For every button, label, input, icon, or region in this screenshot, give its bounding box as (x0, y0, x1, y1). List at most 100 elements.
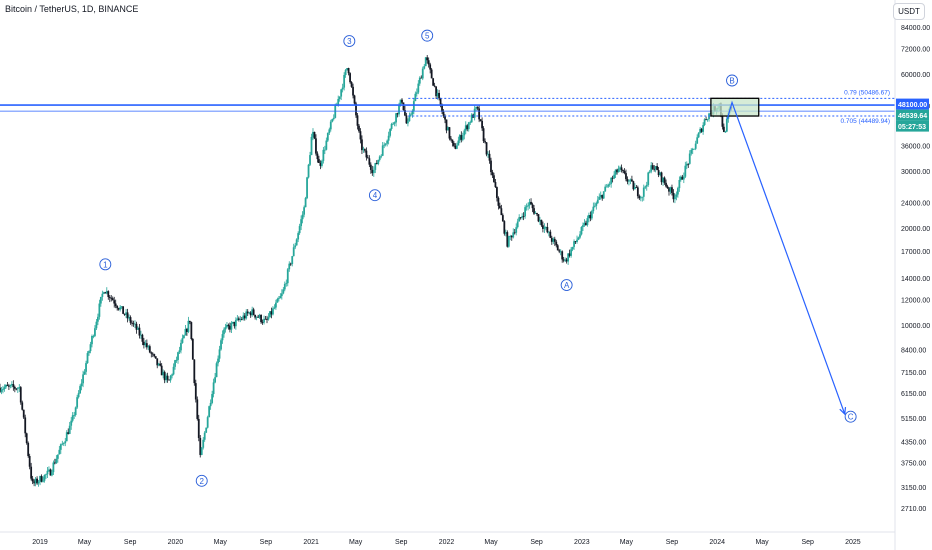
candle-body (255, 316, 258, 318)
candle-body (2, 389, 4, 391)
candle-body (131, 322, 133, 324)
fib-label-lower: 0.705 (44489.94) (840, 118, 890, 125)
candle-body (150, 352, 153, 354)
candle-body (49, 469, 52, 476)
candle-body (659, 172, 661, 176)
candle-body (380, 155, 383, 157)
candle-body (377, 159, 380, 165)
projection-path (726, 100, 846, 415)
candle-body (258, 314, 261, 318)
candle-body (172, 366, 175, 375)
candle-body (34, 478, 37, 484)
candle-body (51, 472, 53, 476)
candle-body (283, 283, 286, 290)
candle-body (469, 122, 472, 124)
candle-body (233, 321, 236, 327)
candle-body (562, 259, 565, 261)
candle-body (503, 221, 506, 234)
candle-body (206, 417, 209, 428)
candle-body (97, 316, 99, 322)
candle-body (323, 149, 326, 151)
candle-body (401, 99, 403, 103)
time-tick-label: 2024 (709, 539, 725, 546)
candle-body (651, 165, 654, 169)
candle-body (297, 233, 300, 240)
candle-body (694, 143, 697, 149)
candle-body (58, 449, 61, 455)
candle-body (88, 351, 90, 354)
candle-body (114, 303, 117, 307)
candle-body (137, 327, 139, 330)
candle-body (111, 298, 114, 301)
candle-body (375, 163, 378, 165)
candle-body (421, 68, 424, 79)
candle-body (144, 343, 147, 346)
candle-body (616, 169, 618, 173)
candle-body (160, 365, 163, 376)
candle-body (180, 342, 182, 351)
candle-body (679, 176, 682, 180)
candle-body (205, 427, 208, 433)
candle-body (362, 149, 365, 151)
candle-body (626, 179, 629, 182)
candle-body (450, 138, 452, 140)
time-tick-label: Sep (395, 539, 408, 546)
candle-body (540, 219, 543, 226)
candle-body (129, 317, 132, 323)
candle-body (418, 77, 421, 84)
candle-body (221, 334, 224, 341)
candle-body (267, 317, 270, 320)
candle-body (312, 131, 314, 137)
fib-label-upper: 0.79 (50486.67) (844, 89, 890, 96)
candle-body (254, 314, 257, 318)
candle-body (231, 321, 234, 324)
time-tick-label: May (755, 539, 769, 546)
candle-body (343, 75, 346, 88)
candle-body (337, 99, 340, 105)
currency-button[interactable]: USDT (893, 3, 925, 20)
candle-body (107, 291, 110, 297)
candle-body (430, 69, 433, 79)
symbol-title: Bitcoin / TetherUS, 1D, BINANCE (5, 4, 139, 14)
candle-body (475, 106, 478, 109)
candle-body (67, 432, 70, 434)
candle-body (369, 164, 372, 170)
candle-body (346, 68, 349, 71)
candle-body (184, 329, 187, 336)
time-tick-label: Sep (801, 539, 814, 546)
candle-body (439, 98, 442, 106)
countdown-badge-bg (896, 120, 929, 132)
candle-body (577, 237, 580, 240)
candle-body (479, 119, 482, 121)
candle-body (387, 135, 390, 141)
candle-body (338, 96, 341, 100)
candle-body (700, 128, 703, 132)
candle-body (631, 179, 633, 182)
candle-body (70, 420, 73, 426)
candle-body (340, 89, 343, 97)
candle-body (147, 346, 150, 348)
candle-body (162, 371, 165, 376)
candle-body (620, 167, 623, 171)
candle-body (266, 318, 268, 320)
candle-body (85, 363, 87, 372)
candle-body (53, 462, 56, 464)
candle-body (61, 443, 64, 445)
price-tick-label: 3750.00 (901, 461, 926, 468)
candle-body (270, 311, 273, 315)
candle-body (473, 108, 476, 118)
candle-body (547, 231, 550, 233)
candle-body (200, 447, 203, 455)
candle-body (496, 187, 498, 198)
candle-body (249, 312, 252, 316)
candle-body (512, 232, 515, 238)
candle-body (518, 217, 521, 222)
candle-body (595, 203, 598, 206)
candle-body (543, 227, 546, 229)
candle-body (546, 227, 549, 233)
candle-body (681, 176, 684, 180)
candle-body (675, 194, 678, 197)
candle-body (24, 417, 27, 434)
candle-body (639, 197, 642, 199)
